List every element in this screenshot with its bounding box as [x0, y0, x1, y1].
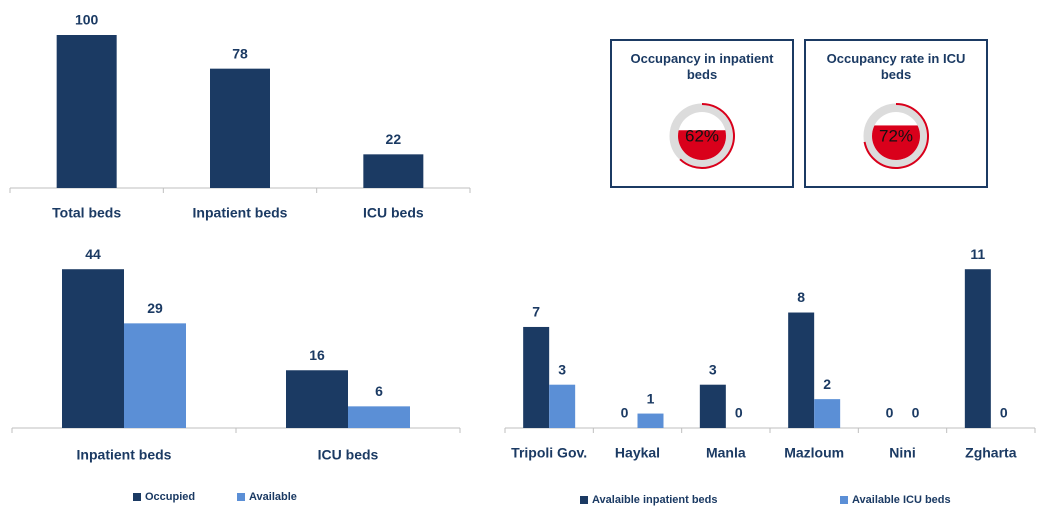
- data-label: 0: [912, 405, 920, 421]
- x-tick-label: Zgharta: [965, 445, 1017, 461]
- x-tick-label: Haykal: [615, 445, 660, 461]
- data-label: 0: [886, 405, 894, 421]
- bar: [523, 326, 550, 428]
- data-label: 16: [309, 347, 325, 363]
- data-label: 6: [375, 383, 383, 399]
- bar: [348, 406, 410, 428]
- legend-label: Available ICU beds: [852, 494, 951, 506]
- bar: [637, 413, 664, 428]
- data-label: 100: [75, 12, 99, 28]
- bar: [964, 269, 991, 428]
- legend-swatch: [580, 496, 588, 504]
- x-tick-label: Nini: [889, 445, 915, 461]
- data-label: 0: [1000, 405, 1008, 421]
- x-tick-label: Mazloum: [784, 445, 844, 461]
- x-tick-label: Tripoli Gov.: [511, 445, 587, 461]
- data-label: 78: [232, 45, 248, 61]
- data-label: 2: [823, 376, 831, 392]
- data-label: 3: [558, 361, 566, 377]
- x-tick-label: Manla: [706, 445, 746, 461]
- x-tick-label: ICU beds: [363, 205, 424, 221]
- bar: [814, 399, 841, 428]
- bar: [124, 323, 186, 428]
- bar: [699, 384, 726, 428]
- data-label: 0: [735, 405, 743, 421]
- legend-label: Occupied: [145, 491, 195, 503]
- gauge-ring: [669, 103, 735, 169]
- bar: [56, 35, 117, 188]
- data-label: 7: [532, 304, 540, 320]
- legend-swatch: [840, 496, 848, 504]
- x-tick-label: ICU beds: [318, 447, 379, 463]
- gauge-arc: [679, 103, 735, 169]
- gauge-arc: [863, 103, 929, 169]
- data-label: 11: [970, 246, 985, 262]
- x-tick-label: Inpatient beds: [77, 447, 172, 463]
- x-tick-label: Total beds: [52, 205, 121, 221]
- bar: [363, 154, 424, 188]
- legend-swatch: [133, 493, 141, 501]
- data-label: 1: [647, 390, 655, 406]
- gauge-value: 62%: [685, 126, 719, 145]
- gauge-ring: [863, 103, 929, 169]
- data-label: 22: [386, 131, 402, 147]
- data-label: 8: [797, 289, 805, 305]
- gauge-value: 72%: [879, 126, 913, 145]
- bar: [286, 370, 348, 428]
- legend-swatch: [237, 493, 245, 501]
- data-label: 29: [147, 300, 163, 316]
- data-label: 0: [621, 405, 629, 421]
- bar: [549, 384, 576, 428]
- data-label: 3: [709, 361, 717, 377]
- bar: [788, 312, 815, 428]
- bar: [210, 68, 270, 188]
- gauge-title: Occupancy rate in ICU beds: [826, 51, 966, 82]
- data-label: 44: [85, 246, 101, 262]
- x-tick-label: Inpatient beds: [193, 205, 288, 221]
- gauge-title: Occupancy in inpatient beds: [630, 51, 774, 82]
- bar: [62, 269, 124, 428]
- legend-label: Avalaible inpatient beds: [592, 494, 718, 506]
- legend-label: Available: [249, 491, 297, 503]
